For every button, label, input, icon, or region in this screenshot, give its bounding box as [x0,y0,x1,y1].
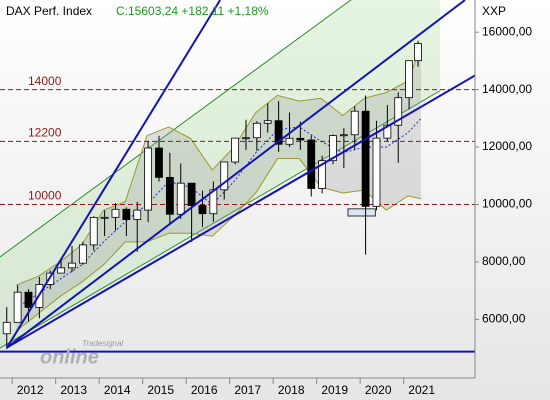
x-tick-label: 2012 [17,383,44,397]
candle-body [198,205,207,215]
x-tick-label: 2017 [234,383,261,397]
candle-body [252,122,261,139]
candle-body [361,110,370,207]
candle-body [187,182,196,206]
band-edge [16,158,422,332]
candle-body [57,267,66,274]
trend-line [6,0,221,349]
candle-body [111,208,120,218]
candle-body [372,137,381,207]
candle-body [176,182,185,215]
quote: C:15603,24 +182,11 +1,18% [116,4,269,18]
candle-body [242,137,250,140]
candle-body [329,135,337,162]
x-tick-label: 2013 [60,383,87,397]
candle-body [2,321,11,335]
x-tick-label: 2014 [104,383,131,397]
candle-body [133,209,142,221]
channel-line [0,0,352,258]
band-edge [16,46,422,286]
candle-body [78,244,87,264]
candle-body [318,160,327,189]
trend-line [6,0,466,349]
axis-label: XXP [482,4,506,18]
y-tick-label: 6000,00 [482,312,526,326]
candle-body [13,291,22,323]
x-tick-label: 2016 [191,383,218,397]
y-tick-label: 8000,00 [482,254,526,268]
y-tick-label: 10000,00 [482,197,532,211]
candle-body [274,120,283,145]
candle-body [144,147,153,211]
candle-body [405,60,414,99]
x-tick-label: 2018 [278,383,305,397]
zone [347,208,376,217]
candle-body [100,216,109,219]
y-tick-label: 16000,00 [482,24,532,38]
level-label: 12200 [28,125,62,139]
candle-body [307,139,316,189]
x-tick-label: 2020 [365,383,392,397]
candle-body [414,43,422,62]
candle-body [220,161,229,191]
watermark: online [40,346,99,368]
candle-body [165,176,174,215]
x-tick-label: 2015 [147,383,174,397]
level-label: 14000 [28,74,62,88]
x-tick-label: 2019 [321,383,348,397]
axes: 6000,00 8000,00 10000,00 12000,00 14000,00 16… [11,24,532,397]
candle-body [339,134,348,137]
x-tick-label: 2021 [408,383,435,397]
watermark-small: Tradesignal [82,339,123,348]
y-tick-label: 12000,00 [482,139,532,153]
candle-body [394,97,403,126]
candle-body [122,208,131,221]
channel-fill [0,0,441,349]
candle-body [68,262,76,269]
y-tick-label: 14000,00 [482,82,532,96]
candle-body [231,137,240,163]
trend-line [6,74,475,349]
candle-body [24,291,33,308]
candle-body [89,216,98,246]
candle-body [296,137,305,141]
moving-average [16,118,422,309]
candle-body [383,124,392,139]
level-label: 10000 [28,189,62,203]
candle-body [263,120,272,124]
band-fill [16,46,422,331]
candle-body [155,147,163,178]
plot-area: 14000 12200 10000 [0,0,475,353]
chart-title: DAX Perf. Index [6,4,92,18]
candle-body [350,110,359,136]
candle-body [285,137,294,145]
